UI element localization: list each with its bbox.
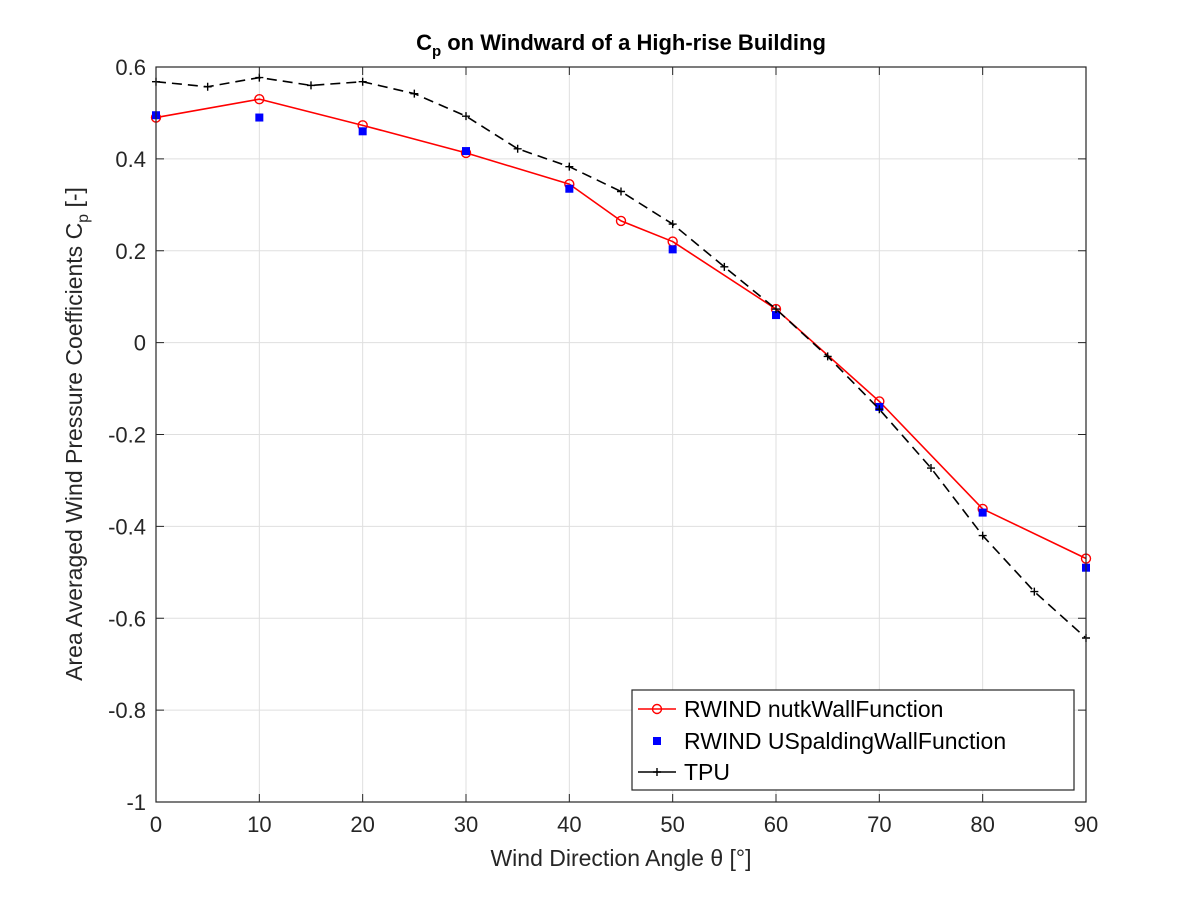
x-tick-label: 80	[970, 812, 994, 837]
data-point-tpu	[410, 89, 419, 98]
x-tick-label: 20	[350, 812, 374, 837]
legend-label-rwind-nutk: RWIND nutkWallFunction	[684, 696, 943, 722]
data-point-tpu	[720, 262, 729, 271]
y-tick-label: -1	[126, 790, 146, 815]
data-point-rwind-uspalding	[668, 245, 677, 254]
y-tick-label: -0.4	[108, 514, 146, 539]
series-line-rwind-nutk	[155, 98, 1087, 560]
data-point-tpu	[358, 77, 367, 86]
x-tick-label: 50	[660, 812, 684, 837]
series-tpu	[152, 73, 1090, 643]
data-point-tpu	[927, 464, 935, 473]
data-point-rwind-uspalding	[462, 147, 470, 156]
legend-marker-tpu	[653, 768, 661, 776]
x-tick-label: 90	[1074, 812, 1098, 837]
y-tick-label: 0.6	[115, 55, 146, 80]
data-point-tpu	[668, 220, 677, 229]
legend-box	[631, 689, 1075, 791]
data-point-rwind-nutk	[615, 215, 627, 227]
y-tick-label: 0.2	[115, 239, 146, 264]
legend-entry-rwind-nutk: RWIND nutkWallFunction	[638, 696, 943, 722]
x-tick-label: 10	[247, 812, 271, 837]
y-tick-label: -0.8	[108, 698, 146, 723]
data-point-tpu	[823, 352, 832, 361]
data-point-rwind-uspalding	[565, 184, 574, 193]
y-tick-label: 0.4	[115, 147, 146, 172]
x-tick-label: 40	[557, 812, 581, 837]
data-point-rwind-uspalding	[358, 127, 367, 136]
x-tick-label: 30	[454, 812, 478, 837]
data-point-tpu	[978, 531, 987, 540]
data-point-tpu	[772, 305, 780, 314]
legend-label-rwind-uspalding: RWIND USpaldingWallFunction	[684, 728, 1006, 754]
data-point-tpu	[617, 187, 625, 196]
data-point-rwind-uspalding	[255, 113, 264, 122]
x-tick-label: 70	[867, 812, 891, 837]
x-tick-label: 60	[764, 812, 788, 837]
data-point-tpu	[203, 82, 212, 91]
legend-marker-rwind-uspalding	[653, 737, 661, 745]
data-point-rwind-uspalding	[978, 508, 987, 517]
chart-title: Cp on Windward of a High-rise Building	[416, 30, 826, 60]
x-axis-label: Wind Direction Angle θ [°]	[490, 845, 751, 871]
data-point-tpu	[565, 162, 574, 171]
data-point-tpu	[513, 144, 522, 153]
data-point-tpu	[462, 112, 470, 121]
ticks: 0 10 20 30 40 50 60 70 80 90 -1 -0.8 -0.6 -0.4 -0.2 0 0.…	[108, 55, 1098, 837]
legend-entry-rwind-uspalding: RWIND USpaldingWallFunction	[653, 728, 1006, 754]
legend: RWIND nutkWallFunction RWIND USpaldingWa…	[631, 689, 1075, 791]
data-point-rwind-uspalding	[772, 311, 780, 320]
legend-entry-tpu: TPU	[638, 759, 730, 785]
y-axis-label: Area Averaged Wind Pressure Coefficients…	[61, 187, 92, 681]
legend-marker-rwind-nutk	[651, 703, 663, 715]
data-point-rwind-nutk	[254, 93, 265, 105]
y-tick-label: -0.2	[108, 423, 146, 448]
y-tick-label: -0.6	[108, 606, 146, 631]
data-point-tpu	[307, 81, 315, 90]
data-point-tpu	[875, 405, 884, 414]
x-tick-label: 0	[150, 812, 162, 837]
y-tick-label: 0	[134, 331, 146, 356]
legend-label-tpu: TPU	[684, 759, 730, 785]
data-point-tpu	[1030, 587, 1039, 596]
